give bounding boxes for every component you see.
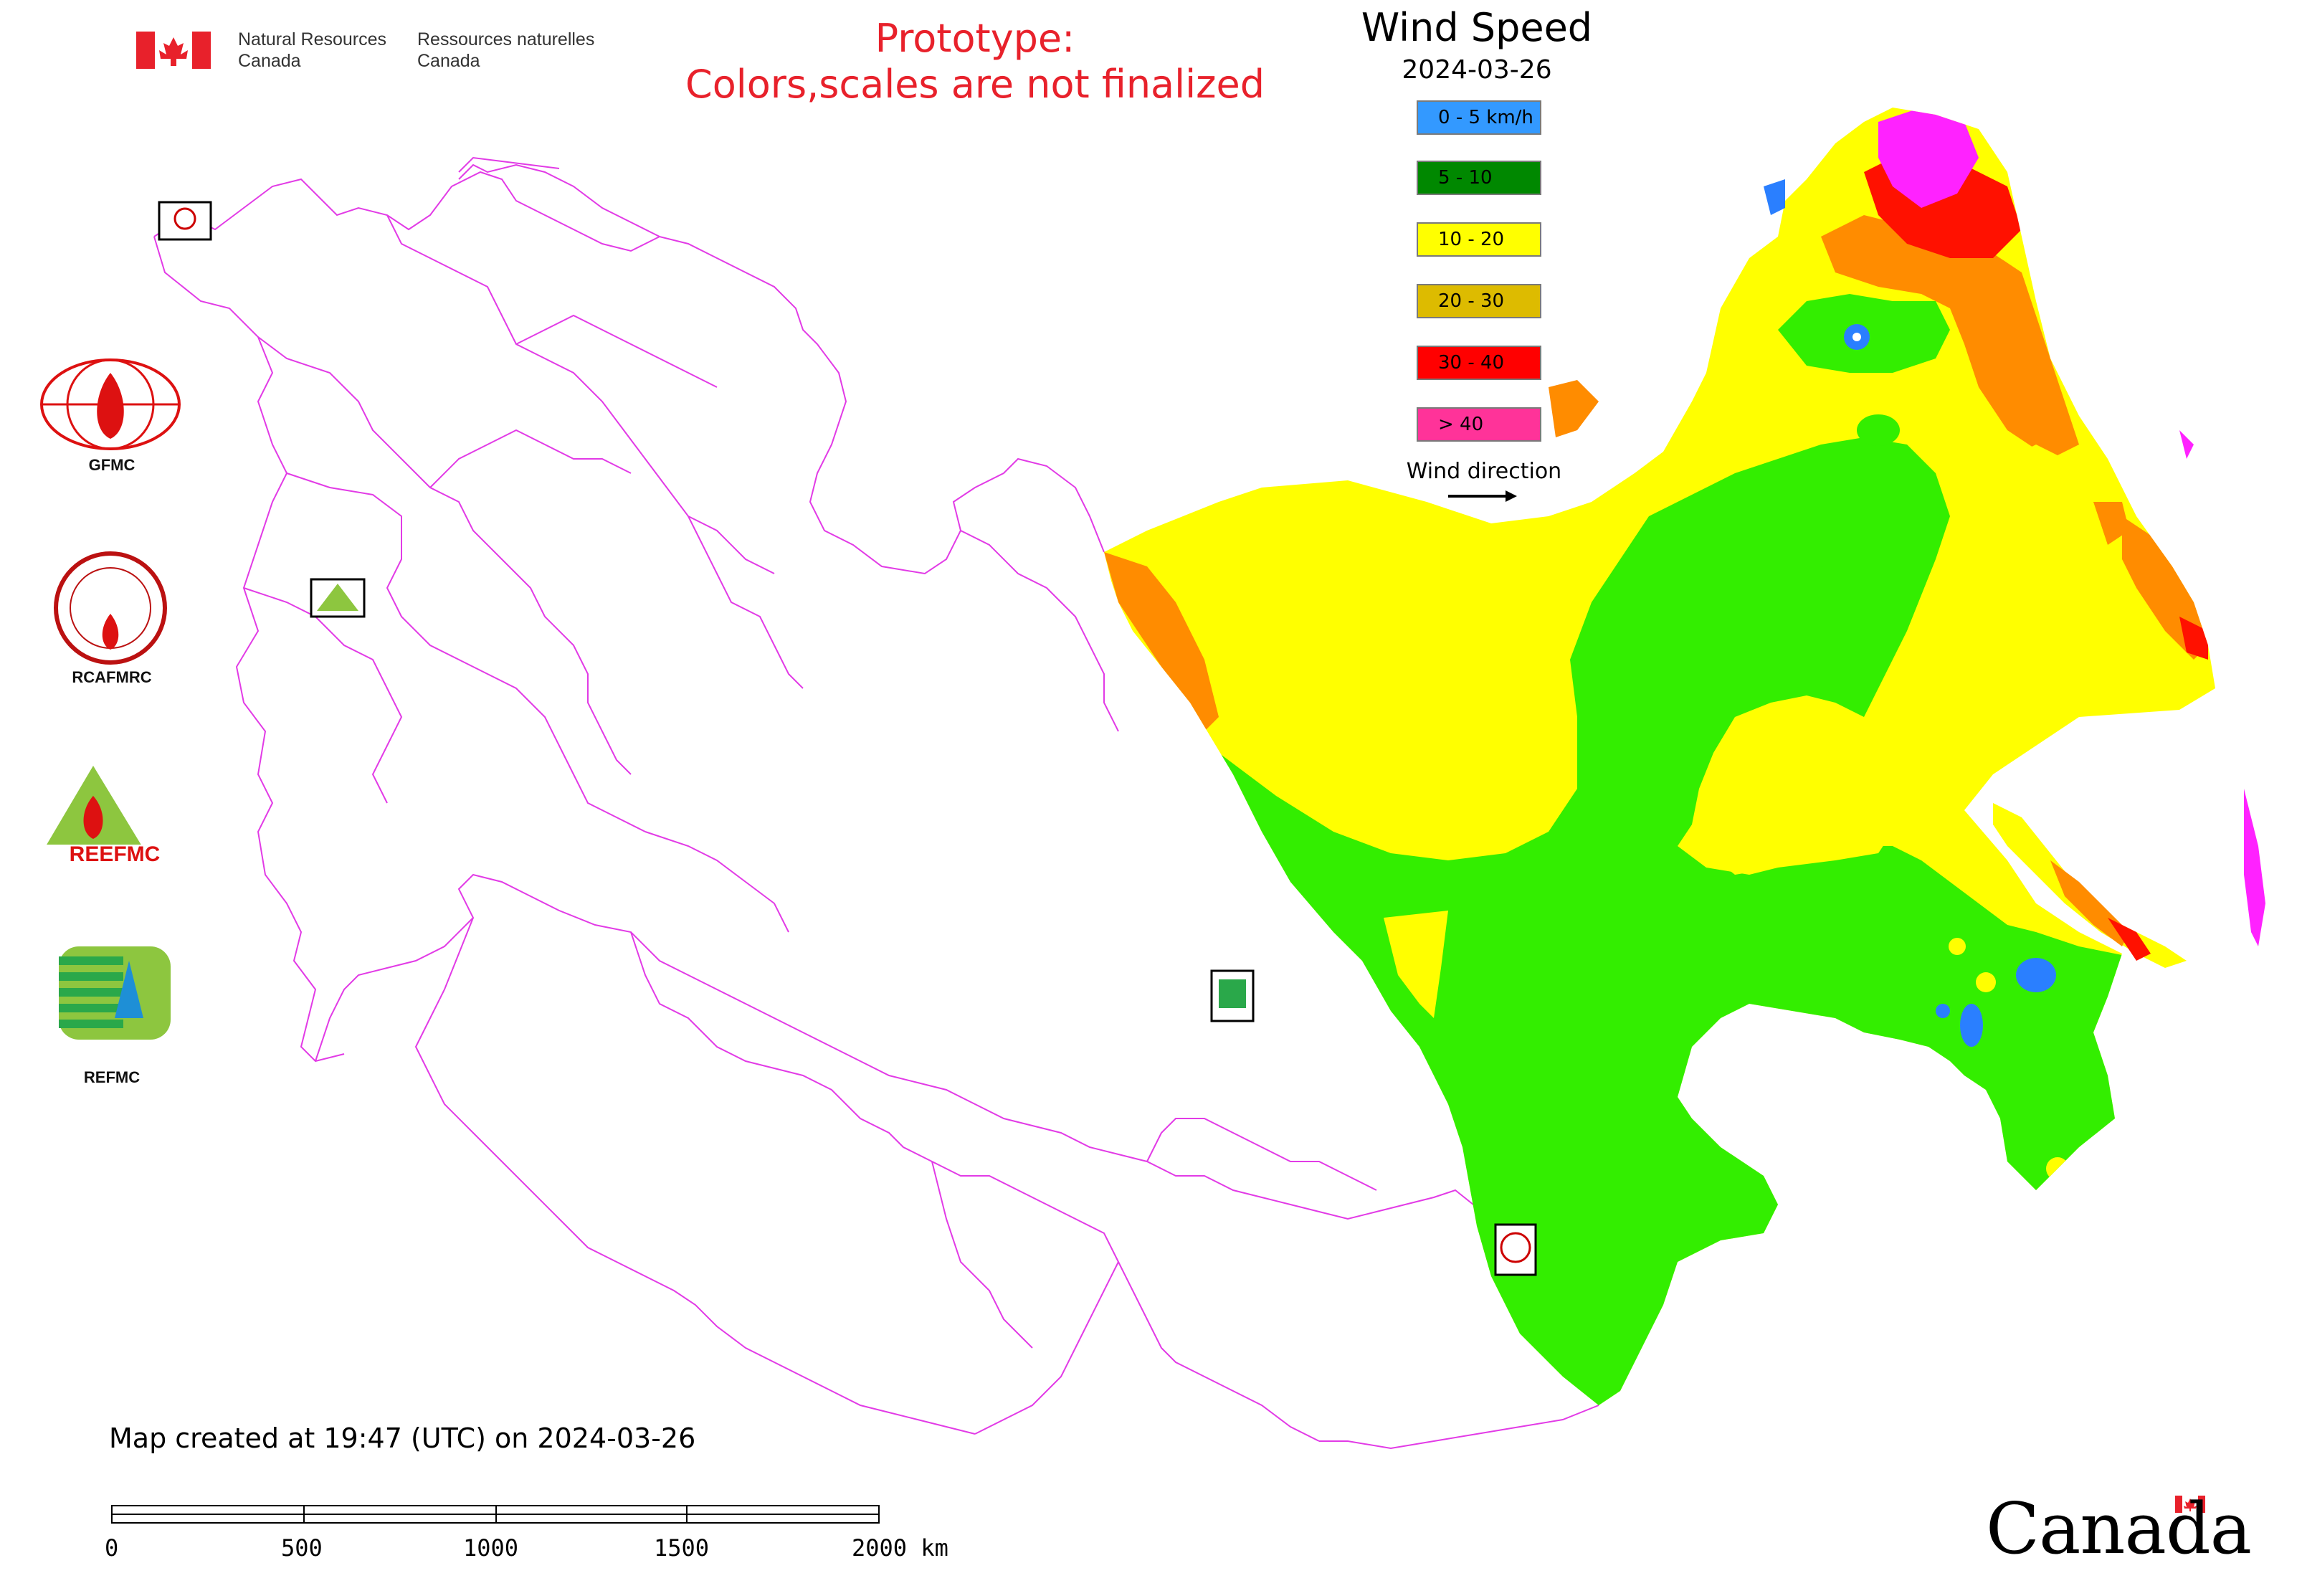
org-name-fr-line2: Canada: [417, 51, 480, 71]
refmc-label: REFMC: [83, 1068, 141, 1086]
rcafmrc-label: RCAFMRC: [72, 668, 152, 686]
legend-label: 5 - 10: [1438, 167, 1493, 189]
scale-tick-1000: 1000: [463, 1534, 519, 1562]
org-name-en-line1: Natural Resources: [238, 29, 387, 49]
scale-tick-1500: 1500: [654, 1534, 710, 1562]
legend-item-30-40: 30 - 40: [1417, 346, 1541, 380]
legend-item-over-40: > 40: [1417, 407, 1541, 442]
legend-item-5-10: 5 - 10: [1417, 161, 1541, 195]
map-logo-markers: [158, 201, 1537, 1276]
reefmc-logo-text: REEFMC: [69, 842, 161, 866]
scale-tick-2000: 2000 km: [852, 1534, 948, 1562]
map-created-note: Map created at 19:47 (UTC) on 2024-03-26: [109, 1422, 696, 1454]
legend-label: 10 - 20: [1438, 229, 1505, 250]
prototype-notice: Prototype: Colors,scales are not finaliz…: [624, 16, 1326, 108]
prototype-line1: Prototype:: [875, 16, 1075, 61]
legend-label: 0 - 5 km/h: [1438, 107, 1533, 128]
canada-wordmark: Canada: [1986, 1488, 2252, 1570]
canada-wordmark-flag-icon: [2175, 1496, 2205, 1513]
gfmc-logo-icon: [40, 358, 181, 450]
rcafmrc-logo-icon: [54, 551, 167, 665]
legend-item-0-5: 0 - 5 km/h: [1417, 100, 1541, 135]
scale-bar: [111, 1505, 880, 1524]
org-name-en-line2: Canada: [238, 51, 301, 71]
refmc-logo-icon: [59, 946, 171, 1040]
gfmc-label: GFMC: [88, 456, 135, 474]
org-name-fr-line1: Ressources naturelles: [417, 29, 595, 49]
org-name-en: Natural Resources Canada: [238, 29, 386, 72]
canada-flag-icon: [136, 32, 211, 69]
scale-tick-0: 0: [105, 1534, 119, 1562]
legend-label: 30 - 40: [1438, 352, 1505, 374]
legend-label: 20 - 30: [1438, 290, 1505, 312]
legend-label: > 40: [1438, 414, 1484, 435]
map-date: 2024-03-26: [1402, 55, 1552, 85]
scale-tick-500: 500: [281, 1534, 323, 1562]
boundary-lines: [153, 156, 1599, 1450]
outlying-regions: [1549, 179, 2265, 968]
legend-item-10-20: 10 - 20: [1417, 222, 1541, 257]
map-title: Wind Speed: [1361, 5, 1593, 50]
legend-item-20-30: 20 - 30: [1417, 284, 1541, 318]
wind-arrow-icon: [1448, 490, 1517, 502]
prototype-line2: Colors,scales are not finalized: [685, 62, 1265, 107]
org-name-fr: Ressources naturelles Canada: [417, 29, 594, 72]
wind-direction-label: Wind direction: [1406, 459, 1562, 484]
reefmc-logo-icon: [37, 766, 192, 865]
wind-field: [1104, 108, 2215, 1405]
